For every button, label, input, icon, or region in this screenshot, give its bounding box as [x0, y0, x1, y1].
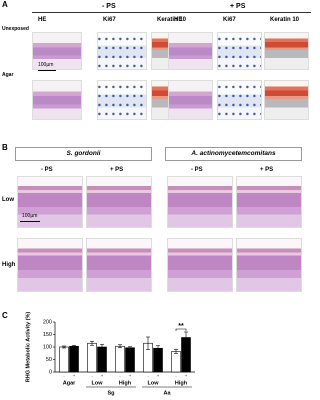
micrograph	[17, 238, 83, 292]
micrograph	[32, 80, 82, 120]
column-header: HE	[38, 17, 47, 23]
bar	[97, 346, 107, 373]
x-tick-label: High	[175, 380, 188, 386]
condition-label: + PS	[260, 167, 274, 173]
bar	[69, 345, 79, 373]
condition-label: - PS	[191, 167, 203, 173]
micrograph	[217, 32, 262, 70]
error-bar	[72, 345, 76, 348]
series-label: -	[63, 373, 65, 378]
scale-label: 100µm	[38, 62, 54, 68]
series-label: -	[147, 373, 149, 378]
column-header: Keratin 10	[157, 17, 187, 23]
micrograph	[97, 32, 147, 70]
micrograph	[168, 80, 213, 120]
x-tick-label: High	[119, 380, 132, 386]
bar	[125, 347, 135, 373]
error-bar	[146, 336, 150, 350]
panel-label: C	[2, 311, 8, 320]
group-header: + PS	[230, 3, 246, 10]
chart: C RHG Metabolic Activity (%) 0 50 100 150 200 -…	[2, 311, 195, 396]
species-label: S. gordonii	[66, 150, 101, 157]
group-label: Sg	[107, 390, 114, 396]
panel-label: B	[2, 143, 8, 152]
series-label: +	[129, 373, 132, 378]
group-rule	[32, 12, 204, 13]
y-tick-label: 200	[43, 319, 52, 325]
species-box	[165, 147, 302, 161]
condition-label: - PS	[41, 167, 53, 173]
bar	[87, 342, 97, 373]
y-tick-label: 100	[43, 344, 52, 350]
y-axis-label: RHG Metabolic Activity (%)	[25, 312, 31, 383]
column-header: HE	[174, 17, 183, 23]
series-label: -	[175, 373, 177, 378]
error-bar	[174, 349, 178, 354]
micrograph	[236, 176, 302, 228]
micrograph	[217, 80, 262, 120]
micrograph	[264, 80, 309, 120]
micrograph	[86, 238, 152, 292]
row-label: Unexposed	[2, 26, 29, 32]
bar	[171, 351, 181, 373]
micrograph	[167, 176, 233, 228]
group-label: Aa	[163, 390, 171, 396]
panel-label: A	[2, 0, 8, 9]
series-label: +	[101, 373, 104, 378]
species-label: A. actinomycetemcomitans	[191, 150, 276, 157]
column-header: Ki67	[103, 17, 116, 23]
row-label: Low	[2, 197, 14, 203]
significance-bracket	[175, 328, 187, 331]
scale-label: 100µm	[22, 213, 38, 219]
series-label: +	[73, 373, 76, 378]
bar	[59, 346, 69, 373]
significance-label: **	[178, 323, 184, 330]
column-header: Keratin 10	[270, 17, 300, 23]
scale-bar	[38, 70, 56, 71]
micrograph	[168, 32, 213, 70]
micrograph	[236, 238, 302, 292]
series-label: +	[157, 373, 160, 378]
column-header: Ki67	[223, 17, 236, 23]
error-bar	[128, 346, 132, 350]
x-tick-label: Low	[148, 380, 160, 386]
x-tick-label: Agar	[63, 380, 76, 386]
error-bar	[100, 344, 104, 350]
scale-bar	[20, 221, 40, 222]
micrograph	[86, 176, 152, 228]
condition-label: + PS	[110, 167, 124, 173]
series-label: +	[185, 373, 188, 378]
error-bar	[156, 345, 160, 352]
row-label: High	[2, 262, 16, 268]
y-tick-label: 50	[46, 357, 52, 363]
bar	[153, 347, 163, 373]
error-bar	[184, 331, 188, 344]
group-header: - PS	[102, 3, 116, 10]
y-tick-label: 0	[49, 369, 52, 375]
y-tick-label: 150	[43, 332, 52, 338]
x-tick-label: Low	[92, 380, 104, 386]
series-label: -	[91, 373, 93, 378]
micrograph	[264, 32, 309, 70]
micrograph	[17, 176, 83, 228]
group-rule	[168, 12, 311, 13]
micrograph	[97, 80, 147, 120]
figure: C RHG Metabolic Activity (%) 0 50 100 150 200 -…	[2, 0, 311, 397]
error-bar	[118, 344, 122, 349]
series-label: -	[119, 373, 121, 378]
bar	[115, 345, 125, 373]
micrograph	[32, 32, 82, 70]
error-bar	[62, 345, 66, 349]
error-bar	[90, 340, 94, 346]
species-box	[15, 147, 152, 161]
row-label: Agar	[2, 72, 14, 78]
micrograph	[167, 238, 233, 292]
